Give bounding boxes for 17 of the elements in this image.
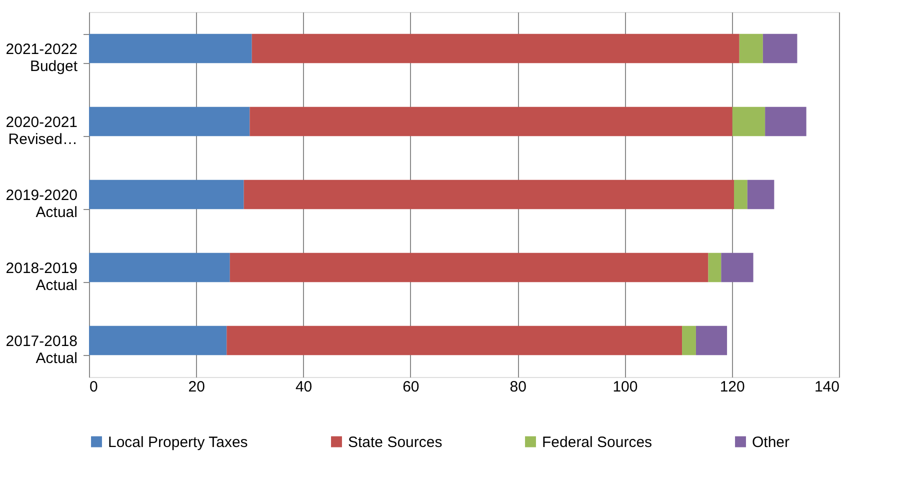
legend-label: State Sources bbox=[348, 434, 442, 451]
legend-label: Local Property Taxes bbox=[108, 434, 248, 451]
y-tick-label: 2017-2018 Actual bbox=[6, 333, 78, 367]
y-tick-label: 2018-2019 Actual bbox=[6, 260, 78, 294]
x-tick-label: 120 bbox=[720, 378, 745, 396]
x-tick-label: 140 bbox=[814, 378, 840, 396]
x-tick-label: 0 bbox=[90, 378, 98, 396]
x-tick-label: 20 bbox=[188, 378, 205, 396]
legend-label: Federal Sources bbox=[542, 434, 652, 451]
x-tick-label: 80 bbox=[510, 378, 526, 396]
x-tick-label: 60 bbox=[402, 378, 420, 396]
y-tick-label: 2019-2020 Actual bbox=[6, 187, 78, 221]
y-tick-label: 2021-2022 Budget bbox=[6, 41, 78, 75]
x-tick-label: 40 bbox=[295, 378, 312, 396]
y-tick-label: 2020-2021 Revised… bbox=[6, 114, 78, 148]
x-tick-label: 100 bbox=[612, 378, 638, 396]
legend-label: Other bbox=[752, 434, 790, 451]
